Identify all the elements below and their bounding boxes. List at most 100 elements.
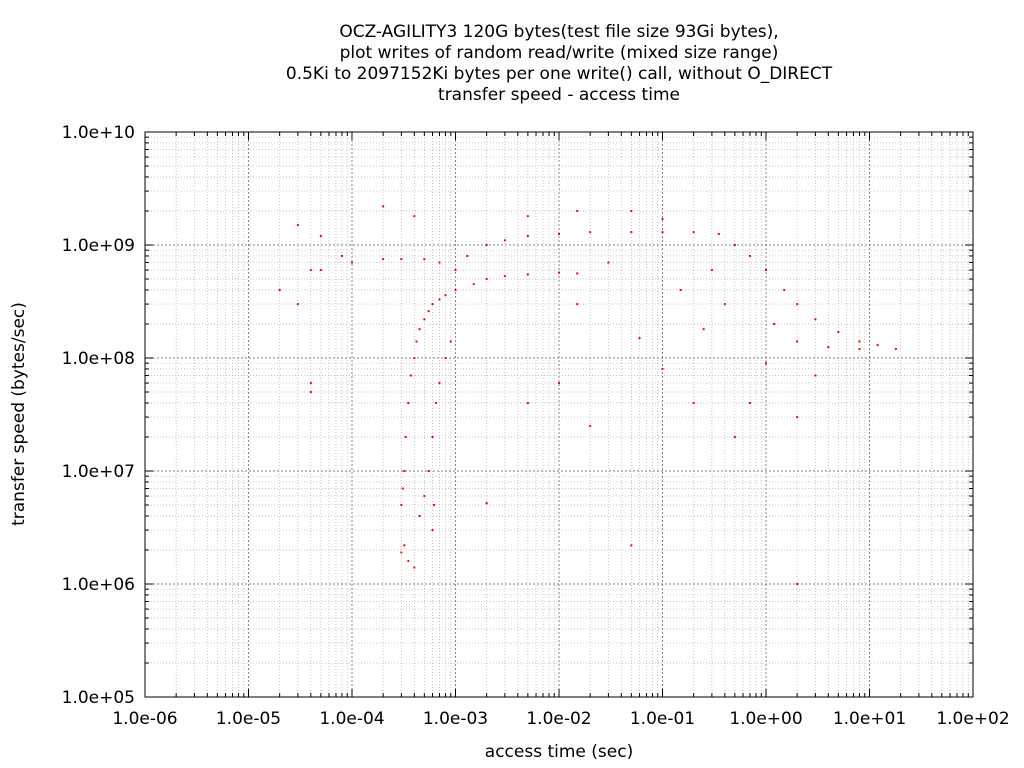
y-tick-label: 1.0e+08 xyxy=(62,349,135,369)
x-tick-labels: 1.0e-06 1.0e-05 1.0e-04 1.0e-03 1.0e-02 1.0e-… xyxy=(112,709,1009,729)
data-point xyxy=(503,239,506,242)
data-point xyxy=(413,566,416,569)
data-point xyxy=(309,269,312,272)
data-point xyxy=(827,346,830,349)
data-point xyxy=(423,258,426,261)
data-point xyxy=(576,272,579,275)
data-point xyxy=(401,487,404,490)
y-axis-label: transfer speed (bytes/sec) xyxy=(9,302,29,526)
data-point xyxy=(661,231,664,234)
data-point xyxy=(814,318,817,321)
data-point xyxy=(438,382,441,385)
data-point xyxy=(423,495,426,498)
data-point xyxy=(423,318,426,321)
data-point xyxy=(485,502,488,505)
data-point xyxy=(503,275,506,278)
x-tick-label: 1.0e-03 xyxy=(423,709,488,729)
data-point xyxy=(444,357,447,359)
data-point xyxy=(278,288,281,291)
x-tick-label: 1.0e+02 xyxy=(936,709,1009,729)
data-point xyxy=(796,583,799,585)
data-point xyxy=(472,283,475,286)
data-point xyxy=(415,340,418,343)
data-point xyxy=(558,271,560,274)
x-tick-label: 1.0e-01 xyxy=(630,709,695,729)
data-point xyxy=(404,435,407,438)
data-point xyxy=(679,288,682,291)
data-point xyxy=(526,215,529,218)
data-point xyxy=(438,298,441,301)
data-point xyxy=(630,209,633,212)
data-point xyxy=(558,233,560,236)
data-point xyxy=(309,391,312,394)
data-point xyxy=(433,504,436,507)
data-point xyxy=(723,303,726,306)
data-point xyxy=(413,215,416,218)
data-point xyxy=(692,231,695,234)
data-point xyxy=(773,322,776,325)
title-line: transfer speed - access time xyxy=(438,85,680,105)
data-point xyxy=(319,235,322,238)
data-point xyxy=(418,514,421,517)
data-point xyxy=(733,435,736,438)
data-point xyxy=(418,328,421,331)
data-point xyxy=(403,544,406,547)
data-point xyxy=(431,303,434,306)
data-point xyxy=(526,273,529,276)
y-tick-labels: 1.0e+05 1.0e+06 1.0e+07 1.0e+08 1.0e+09 1.0e+… xyxy=(62,123,135,708)
grid xyxy=(145,132,973,697)
data-point xyxy=(692,401,695,404)
data-point xyxy=(783,288,786,291)
data-point xyxy=(589,425,592,428)
data-point xyxy=(576,209,579,212)
data-point xyxy=(558,382,560,385)
data-point xyxy=(435,401,438,404)
chart-title: OCZ-AGILITY3 120G bytes(test file size 9… xyxy=(286,22,833,105)
data-point xyxy=(427,470,430,472)
data-point xyxy=(748,401,751,404)
data-point xyxy=(413,357,416,359)
title-line: plot writes of random read/write (mixed … xyxy=(340,43,779,63)
data-point xyxy=(702,328,705,331)
data-point xyxy=(319,269,322,272)
y-tick-label: 1.0e+10 xyxy=(62,123,135,143)
data-point xyxy=(894,348,897,351)
data-point xyxy=(407,559,410,562)
data-point xyxy=(526,235,529,238)
data-point xyxy=(733,244,736,246)
data-point xyxy=(409,374,412,377)
y-tick-label: 1.0e+09 xyxy=(62,236,135,256)
data-point xyxy=(400,551,403,554)
y-tick-label: 1.0e+07 xyxy=(62,462,135,482)
data-point xyxy=(351,261,353,264)
data-point xyxy=(710,269,713,272)
data-point xyxy=(526,401,529,404)
data-points xyxy=(278,205,897,585)
y-tick-label: 1.0e+05 xyxy=(62,688,135,708)
y-tick-label: 1.0e+06 xyxy=(62,575,135,595)
data-point xyxy=(717,233,720,236)
data-point xyxy=(661,367,664,370)
data-point xyxy=(765,269,767,272)
data-point xyxy=(638,337,641,340)
x-tick-label: 1.0e+01 xyxy=(833,709,906,729)
data-point xyxy=(454,288,457,291)
data-point xyxy=(400,258,403,261)
x-tick-label: 1.0e+00 xyxy=(729,709,802,729)
data-point xyxy=(449,340,452,343)
data-point xyxy=(403,470,406,472)
data-point xyxy=(607,261,610,264)
data-point xyxy=(796,340,799,343)
x-tick-label: 1.0e-06 xyxy=(112,709,177,729)
x-tick-label: 1.0e-02 xyxy=(526,709,591,729)
data-point xyxy=(309,382,312,385)
data-point xyxy=(630,544,633,547)
x-axis-label: access time (sec) xyxy=(485,742,633,762)
data-point xyxy=(661,217,664,220)
data-point xyxy=(485,244,488,246)
data-point xyxy=(400,504,403,507)
plot-frame xyxy=(144,131,974,698)
data-point xyxy=(454,269,457,272)
data-point xyxy=(407,401,410,404)
